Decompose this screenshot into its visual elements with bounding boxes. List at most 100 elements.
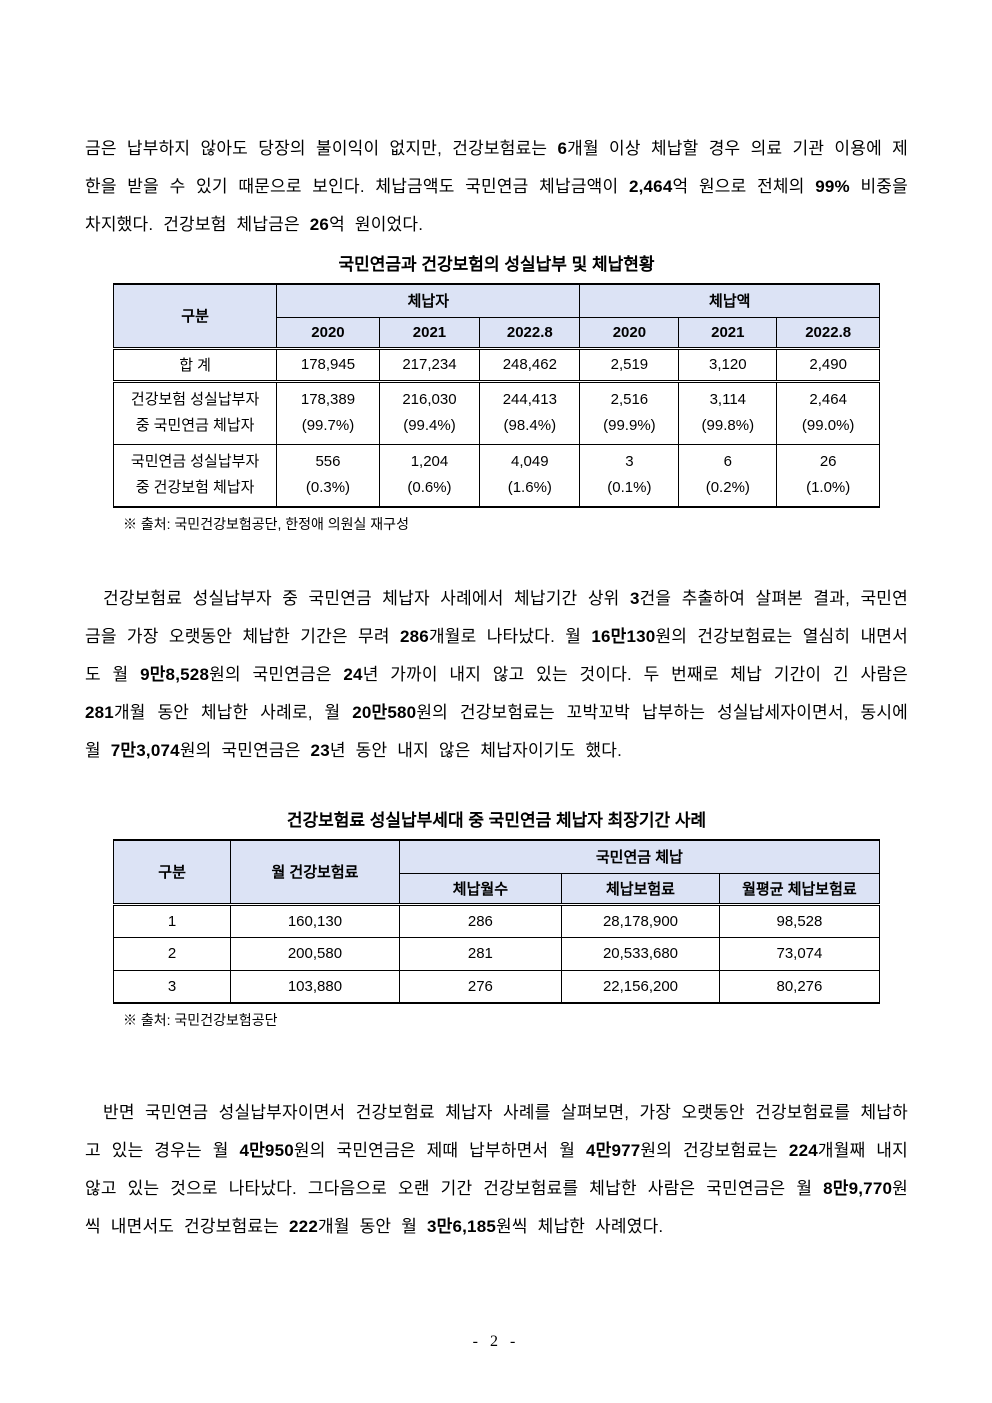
row-label: 합 계 [112, 347, 278, 383]
emphasized-number: 23 [310, 741, 330, 760]
table-row-case-2: 2 200,580 281 20,533,680 73,074 [112, 936, 881, 971]
cell-percent: (99.4%) [403, 417, 456, 434]
emphasized-number: 7만3,074 [110, 741, 180, 760]
text-segment: 개월로 나타났다. 월 [428, 627, 592, 646]
emphasized-number: 2,464 [628, 177, 673, 196]
row-label-line: 건강보험 성실납부자 [130, 391, 260, 408]
emphasized-number: 4만950 [239, 1141, 294, 1160]
cell-value: 216,030 [402, 391, 457, 408]
table1-source-note: ※ 출처: 국민건강보험공단, 한정애 의원실 재구성 [123, 516, 409, 532]
table2-title: 건강보험료 성실납부세대 중 국민연금 체납자 최장기간 사례 [286, 811, 707, 830]
text-segment: 억 원이었다. [329, 215, 424, 234]
table1-header-defaulters: 체납자 [276, 283, 581, 318]
cell-value: 244,413 [502, 391, 557, 408]
table-cell: 178,945 [276, 347, 380, 383]
table-cell: 98,528 [718, 903, 881, 938]
text-segment: 개월째 내지 않고 있는 것으로 나타났다. 그다음으로 오랜 기간 건강보험료… [85, 1141, 908, 1198]
table-cell: 286 [398, 903, 563, 938]
cell-percent: (0.2%) [705, 479, 750, 497]
year-header: 2022.8 [479, 316, 581, 350]
table-cell: 6 (0.2%) [678, 443, 778, 508]
table2-header-monthly-premium: 월 건강보험료 [230, 839, 400, 906]
emphasized-number: 3만6,185 [426, 1217, 497, 1236]
table-cell: 28,178,900 [561, 903, 720, 938]
table-cell: 2,516 (99.9%) [579, 380, 680, 445]
cell-percent: (1.0%) [806, 479, 851, 497]
table2-section: 건강보험료 성실납부세대 중 국민연금 체납자 최장기간 사례 구분 월 건강보… [85, 806, 908, 1030]
table-cell: 103,880 [230, 969, 400, 1004]
cell-percent: (99.7%) [301, 417, 355, 434]
pension-health-arrears-table: 구분 체납자 체납액 2020 2021 2022.8 2020 2021 20… [112, 283, 880, 508]
table-row-total: 합 계 178,945 217,234 248,462 2,519 3,120 … [112, 347, 880, 383]
table1-header-row-groups: 구분 체납자 체납액 [112, 283, 880, 350]
cell-value: 26 [819, 453, 837, 471]
cell-percent: (99.9%) [603, 417, 656, 434]
table-cell: 178,389 (99.7%) [276, 380, 380, 445]
longest-arrears-cases-table: 구분 월 건강보험료 국민연금 체납 체납월수 체납보험료 월평균 체납보험료 … [112, 839, 881, 1004]
table-row-case-3: 3 103,880 276 22,156,200 80,276 [112, 969, 881, 1004]
emphasized-number: 222 [289, 1217, 318, 1236]
table2-header-arrears-months: 체납월수 [398, 872, 563, 906]
cell-value: 4,049 [511, 453, 549, 471]
cell-value: 2,464 [809, 391, 847, 408]
cell-percent: (1.6%) [507, 479, 552, 497]
text-segment: 원의 건강보험료는 [640, 1141, 789, 1160]
case-number: 1 [112, 903, 232, 938]
emphasized-number: 20만580 [352, 703, 417, 722]
table1-header-gubun: 구분 [112, 283, 278, 350]
case-number: 3 [112, 969, 232, 1004]
row-label-line: 국민연금 성실납부자 [130, 453, 260, 471]
table-cell: 3,120 [678, 347, 778, 383]
table1-section: 국민연금과 건강보험의 성실납부 및 체납현황 구분 체납자 체납액 2020 [85, 250, 908, 534]
paragraph-intro: 금은 납부하지 않아도 당장의 불이익이 없지만, 건강보험료는 6개월 이상 … [85, 130, 908, 244]
table2-header-pension-arrears-group: 국민연금 체납 [398, 839, 881, 874]
case-number: 2 [112, 936, 232, 971]
table-cell: 20,533,680 [561, 936, 720, 971]
emphasized-number: 3 [629, 589, 640, 608]
year-header: 2021 [678, 316, 778, 350]
cell-value: 178,389 [300, 391, 356, 408]
cell-value: 3 [625, 453, 634, 471]
text-segment: 원의 국민연금은 제때 납부하면서 월 [293, 1141, 586, 1160]
emphasized-number: 24 [343, 665, 363, 684]
table-cell: 80,276 [718, 969, 881, 1004]
table2-source-note: ※ 출처: 국민건강보험공단 [123, 1012, 278, 1028]
row-label: 국민연금 성실납부자 중 건강보험 체납자 [112, 443, 278, 508]
table-cell: 22,156,200 [561, 969, 720, 1004]
table2-header-gubun: 구분 [112, 839, 232, 906]
cell-percent: (0.1%) [607, 479, 652, 497]
table-cell: 216,030 (99.4%) [378, 380, 481, 445]
table-cell: 244,413 (98.4%) [479, 380, 581, 445]
text-segment: 원의 건강보험료는 열심히 내면서도 월 [85, 627, 908, 684]
paragraph-longest-pension-arrears: 건강보험료 성실납부자 중 국민연금 체납자 사례에서 체납기간 상위 3건을 … [85, 580, 908, 770]
year-header: 2020 [579, 316, 680, 350]
table2-header-arrears-premium: 체납보험료 [561, 872, 720, 906]
text-segment: 비중을 차지했다. 건강보험 체납금은 [85, 177, 908, 234]
table2-header-row-sub: 체납월수 체납보험료 월평균 체납보험료 [114, 872, 881, 906]
table-cell: 1,204 (0.6%) [378, 443, 481, 508]
text-segment: 반면 국민연금 성실납부자이면서 건강보험료 체납자 사례를 살펴보면, 가장 … [85, 1103, 908, 1160]
text-segment: 건강보험료 성실납부자 중 국민연금 체납자 사례에서 체납기간 상위 [103, 589, 630, 608]
row-label-line: 중 건강보험 체납자 [135, 479, 255, 497]
paragraph-health-arrears-cases: 반면 국민연금 성실납부자이면서 건강보험료 체납자 사례를 살펴보면, 가장 … [85, 1094, 908, 1246]
table-cell: 2,464 (99.0%) [776, 380, 880, 445]
table-cell: 26 (1.0%) [776, 443, 880, 508]
table-cell: 217,234 [378, 347, 481, 383]
text-segment: 개월 동안 월 [317, 1217, 427, 1236]
table-cell: 73,074 [718, 936, 881, 971]
text-segment: 년 가까이 내지 않고 있는 것이다. 두 번째로 체납 기간이 긴 사람은 [362, 665, 909, 684]
cell-value: 2,516 [610, 391, 649, 408]
page-number: - 2 - [472, 1333, 520, 1350]
table-cell: 281 [398, 936, 563, 971]
cell-percent: (99.8%) [701, 417, 755, 434]
table1-header-row-years: 2020 2021 2022.8 2020 2021 2022.8 [114, 316, 880, 350]
text-segment: 억 원으로 전체의 [672, 177, 816, 196]
text-segment: 개월 동안 체납한 사례로, 월 [113, 703, 353, 722]
cell-value: 1,204 [410, 453, 449, 471]
table-row-health-faithful-pension-default: 건강보험 성실납부자 중 국민연금 체납자 178,389 (99.7%) 21… [112, 380, 880, 445]
cell-percent: (0.6%) [407, 479, 452, 497]
emphasized-number: 8만9,770 [823, 1179, 893, 1198]
table-cell: 2,519 [579, 347, 680, 383]
emphasized-number: 16만130 [591, 627, 656, 646]
